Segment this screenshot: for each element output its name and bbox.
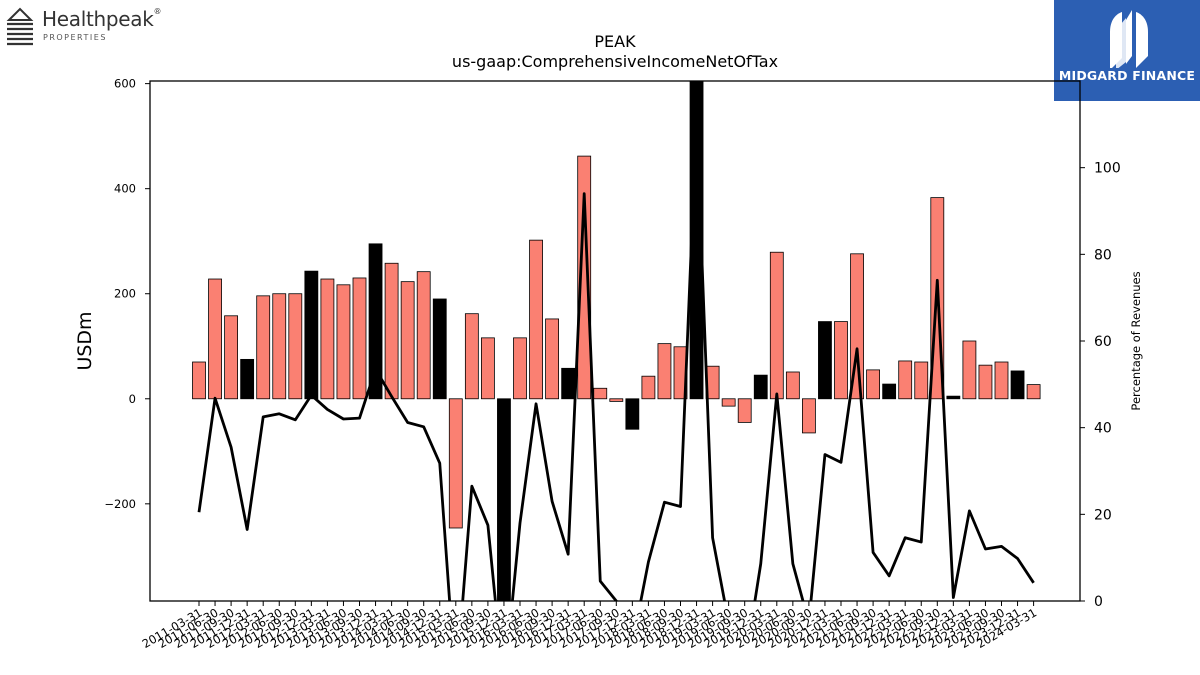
y2-tick-label: 0: [1094, 594, 1103, 610]
bar-2017-09-30: [609, 398, 624, 402]
bar-2023-03-31: [962, 340, 977, 400]
bar-2019-12-31: [753, 374, 768, 400]
midgard-finance-logo: MIDGARD FINANCE: [1054, 0, 1200, 101]
y2-tick-label: 20: [1094, 507, 1112, 523]
y-tick-label: 0: [129, 392, 136, 406]
healthpeak-logo: Healthpeak® PROPERTIES: [4, 4, 174, 46]
chart-subtitle: us-gaap:ComprehensiveIncomeNetOfTax: [451, 52, 779, 71]
bar-2015-09-30: [480, 337, 495, 400]
bar-2018-06-30: [657, 343, 672, 400]
midgard-finance-wordmark: MIDGARD FINANCE: [1058, 68, 1196, 83]
healthpeak-logo-icon: [6, 7, 34, 46]
bar-2014-03-31: [384, 262, 399, 400]
bar-2019-06-30: [721, 398, 736, 407]
bar-2011-12-31: [240, 358, 255, 400]
y-axis-right: 0 20 40 60 80 100: [1080, 161, 1121, 610]
bar-2012-09-30: [288, 293, 303, 400]
bar-2011-03-31: [192, 361, 206, 400]
bar-2017-03-31: [577, 155, 592, 400]
bar-2023-12-31: [1010, 370, 1025, 400]
bar-2020-09-30: [802, 398, 816, 434]
y-axis-left: −200 0 200 400 600: [104, 77, 150, 511]
bar-2022-12-31: [946, 395, 961, 400]
bar-2012-12-31: [304, 270, 319, 400]
y2-tick-label: 80: [1094, 247, 1112, 263]
bar-2017-12-31: [625, 398, 640, 430]
bar-2018-03-31: [641, 375, 656, 400]
percentage-of-revenues-line: [197, 118, 1035, 601]
y-tick-label: 400: [114, 182, 136, 196]
bar-2021-03-31: [834, 321, 848, 400]
bar-2020-12-31: [818, 321, 832, 400]
bar-2014-06-30: [400, 281, 415, 400]
bar-2013-06-30: [336, 284, 351, 400]
bar-2015-03-31: [448, 398, 463, 529]
plot-frame: [149, 80, 1081, 602]
bar-2020-06-30: [785, 371, 800, 400]
bar-2024-03-31: [1026, 384, 1041, 400]
y-tick-label: −200: [104, 497, 136, 511]
bar-2020-03-31: [769, 251, 784, 400]
bar-2011-06-30: [208, 278, 222, 400]
bar-2014-12-31: [432, 298, 447, 400]
bar-2015-06-30: [464, 313, 479, 400]
bar-2023-06-30: [978, 364, 993, 400]
bar-2017-06-30: [593, 387, 608, 400]
midgard-logo-icon: [1110, 10, 1148, 68]
bar-2022-06-30: [914, 361, 929, 400]
bar-2022-03-31: [898, 360, 913, 400]
bar-2016-12-31: [561, 367, 576, 400]
healthpeak-subtitle: PROPERTIES: [43, 33, 107, 42]
y-axis-label: USDm: [74, 311, 96, 370]
bar-2012-06-30: [272, 293, 287, 400]
bar-2021-12-31: [882, 383, 897, 400]
bar-2011-09-30: [224, 315, 239, 400]
healthpeak-wordmark: Healthpeak®: [42, 7, 162, 31]
bar-2019-09-30: [737, 398, 752, 423]
bar-2013-03-31: [320, 278, 335, 400]
bar-2013-12-31: [368, 243, 383, 400]
x-axis: 2011-03-312011-06-302011-09-302011-12-31…: [140, 601, 1039, 651]
y-tick-label: 200: [114, 287, 136, 301]
y2-tick-label: 40: [1094, 421, 1112, 437]
y2-axis-label: Percentage of Revenues: [1129, 271, 1143, 410]
bar-2013-09-30: [352, 277, 367, 400]
chart-title: PEAK: [594, 32, 636, 51]
bar-2016-06-30: [529, 239, 543, 400]
y2-tick-label: 100: [1094, 161, 1121, 177]
bar-2023-09-30: [994, 361, 1009, 400]
y2-tick-label: 60: [1094, 334, 1112, 350]
bar-2018-12-31: [689, 81, 704, 400]
bar-2015-12-31: [497, 398, 511, 601]
bar-2016-09-30: [545, 318, 559, 400]
bar-series: [192, 81, 1041, 601]
bar-2016-03-31: [513, 337, 527, 400]
bar-2012-03-31: [256, 295, 271, 400]
bar-2021-09-30: [866, 369, 880, 400]
bar-2014-09-30: [416, 271, 431, 400]
y-tick-label: 600: [114, 77, 136, 91]
line-series: [197, 118, 1035, 601]
